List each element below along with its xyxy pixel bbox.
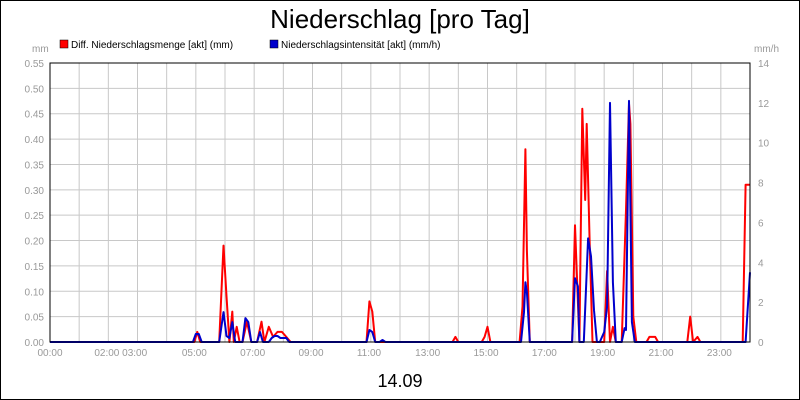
legend-swatch-menge bbox=[59, 39, 69, 49]
x-tick-label: 19:00 bbox=[590, 348, 615, 359]
legend-label-intensitaet: Niederschlagsintensität [akt] (mm/h) bbox=[281, 40, 441, 51]
x-tick-label: 05:00 bbox=[182, 348, 207, 359]
y-tick-left: 0.00 bbox=[25, 338, 45, 349]
x-tick-label: 07:00 bbox=[240, 348, 265, 359]
left-axis-ticks: 0.00 0.05 0.10 0.15 0.20 0.25 0.30 0.35 0.40 0.45… bbox=[25, 59, 45, 349]
x-tick-label: 09:00 bbox=[299, 348, 324, 359]
y-tick-left: 0.10 bbox=[25, 287, 45, 298]
y-tick-left: 0.45 bbox=[25, 110, 45, 121]
x-tick-label: 23:00 bbox=[707, 348, 732, 359]
right-axis-unit: mm/h bbox=[754, 44, 779, 55]
y-tick-left: 0.40 bbox=[25, 135, 45, 146]
x-tick-label: 13:00 bbox=[415, 348, 440, 359]
y-tick-right: 8 bbox=[758, 179, 764, 190]
left-axis-unit: mm bbox=[32, 44, 49, 55]
y-tick-right: 4 bbox=[758, 258, 764, 269]
x-tick-label: 02:00 03:00 bbox=[94, 348, 147, 359]
y-tick-left: 0.05 bbox=[25, 313, 45, 324]
y-tick-left: 0.20 bbox=[25, 237, 45, 248]
y-tick-right: 2 bbox=[758, 298, 764, 309]
x-tick-label: 11:00 bbox=[357, 348, 382, 359]
plot-area-border bbox=[49, 62, 751, 343]
y-tick-left: 0.50 bbox=[25, 84, 45, 95]
right-axis-ticks: 0 2 4 6 8 10 12 14 bbox=[758, 59, 770, 349]
legend-label-menge: Diff. Niederschlagsmenge [akt] (mm) bbox=[71, 40, 233, 51]
x-tick-label: 17:00 bbox=[532, 348, 557, 359]
y-tick-left: 0.30 bbox=[25, 186, 45, 197]
x-axis-ticks: 00:00 02:00 03:00 05:00 07:00 09:00 11:00 13:0… bbox=[37, 348, 732, 359]
y-tick-left: 0.55 bbox=[25, 59, 45, 70]
y-tick-left: 0.15 bbox=[25, 262, 45, 273]
chart-title: Niederschlag [pro Tag] bbox=[270, 4, 530, 34]
x-tick-label: 15:00 bbox=[474, 348, 499, 359]
y-tick-right: 6 bbox=[758, 218, 764, 229]
x-tick-label: 00:00 bbox=[37, 348, 62, 359]
y-tick-left: 0.25 bbox=[25, 211, 45, 222]
x-tick-label: 21:00 bbox=[649, 348, 674, 359]
legend: Diff. Niederschlagsmenge [akt] (mm) Nied… bbox=[59, 39, 441, 51]
date-label: 14.09 bbox=[377, 371, 422, 391]
y-tick-right: 0 bbox=[758, 338, 764, 349]
y-tick-right: 10 bbox=[758, 139, 770, 150]
legend-swatch-intensitaet bbox=[269, 39, 279, 49]
y-tick-left: 0.35 bbox=[25, 160, 45, 171]
y-tick-right: 12 bbox=[758, 99, 770, 110]
grid bbox=[50, 62, 750, 343]
y-tick-right: 14 bbox=[758, 59, 770, 70]
